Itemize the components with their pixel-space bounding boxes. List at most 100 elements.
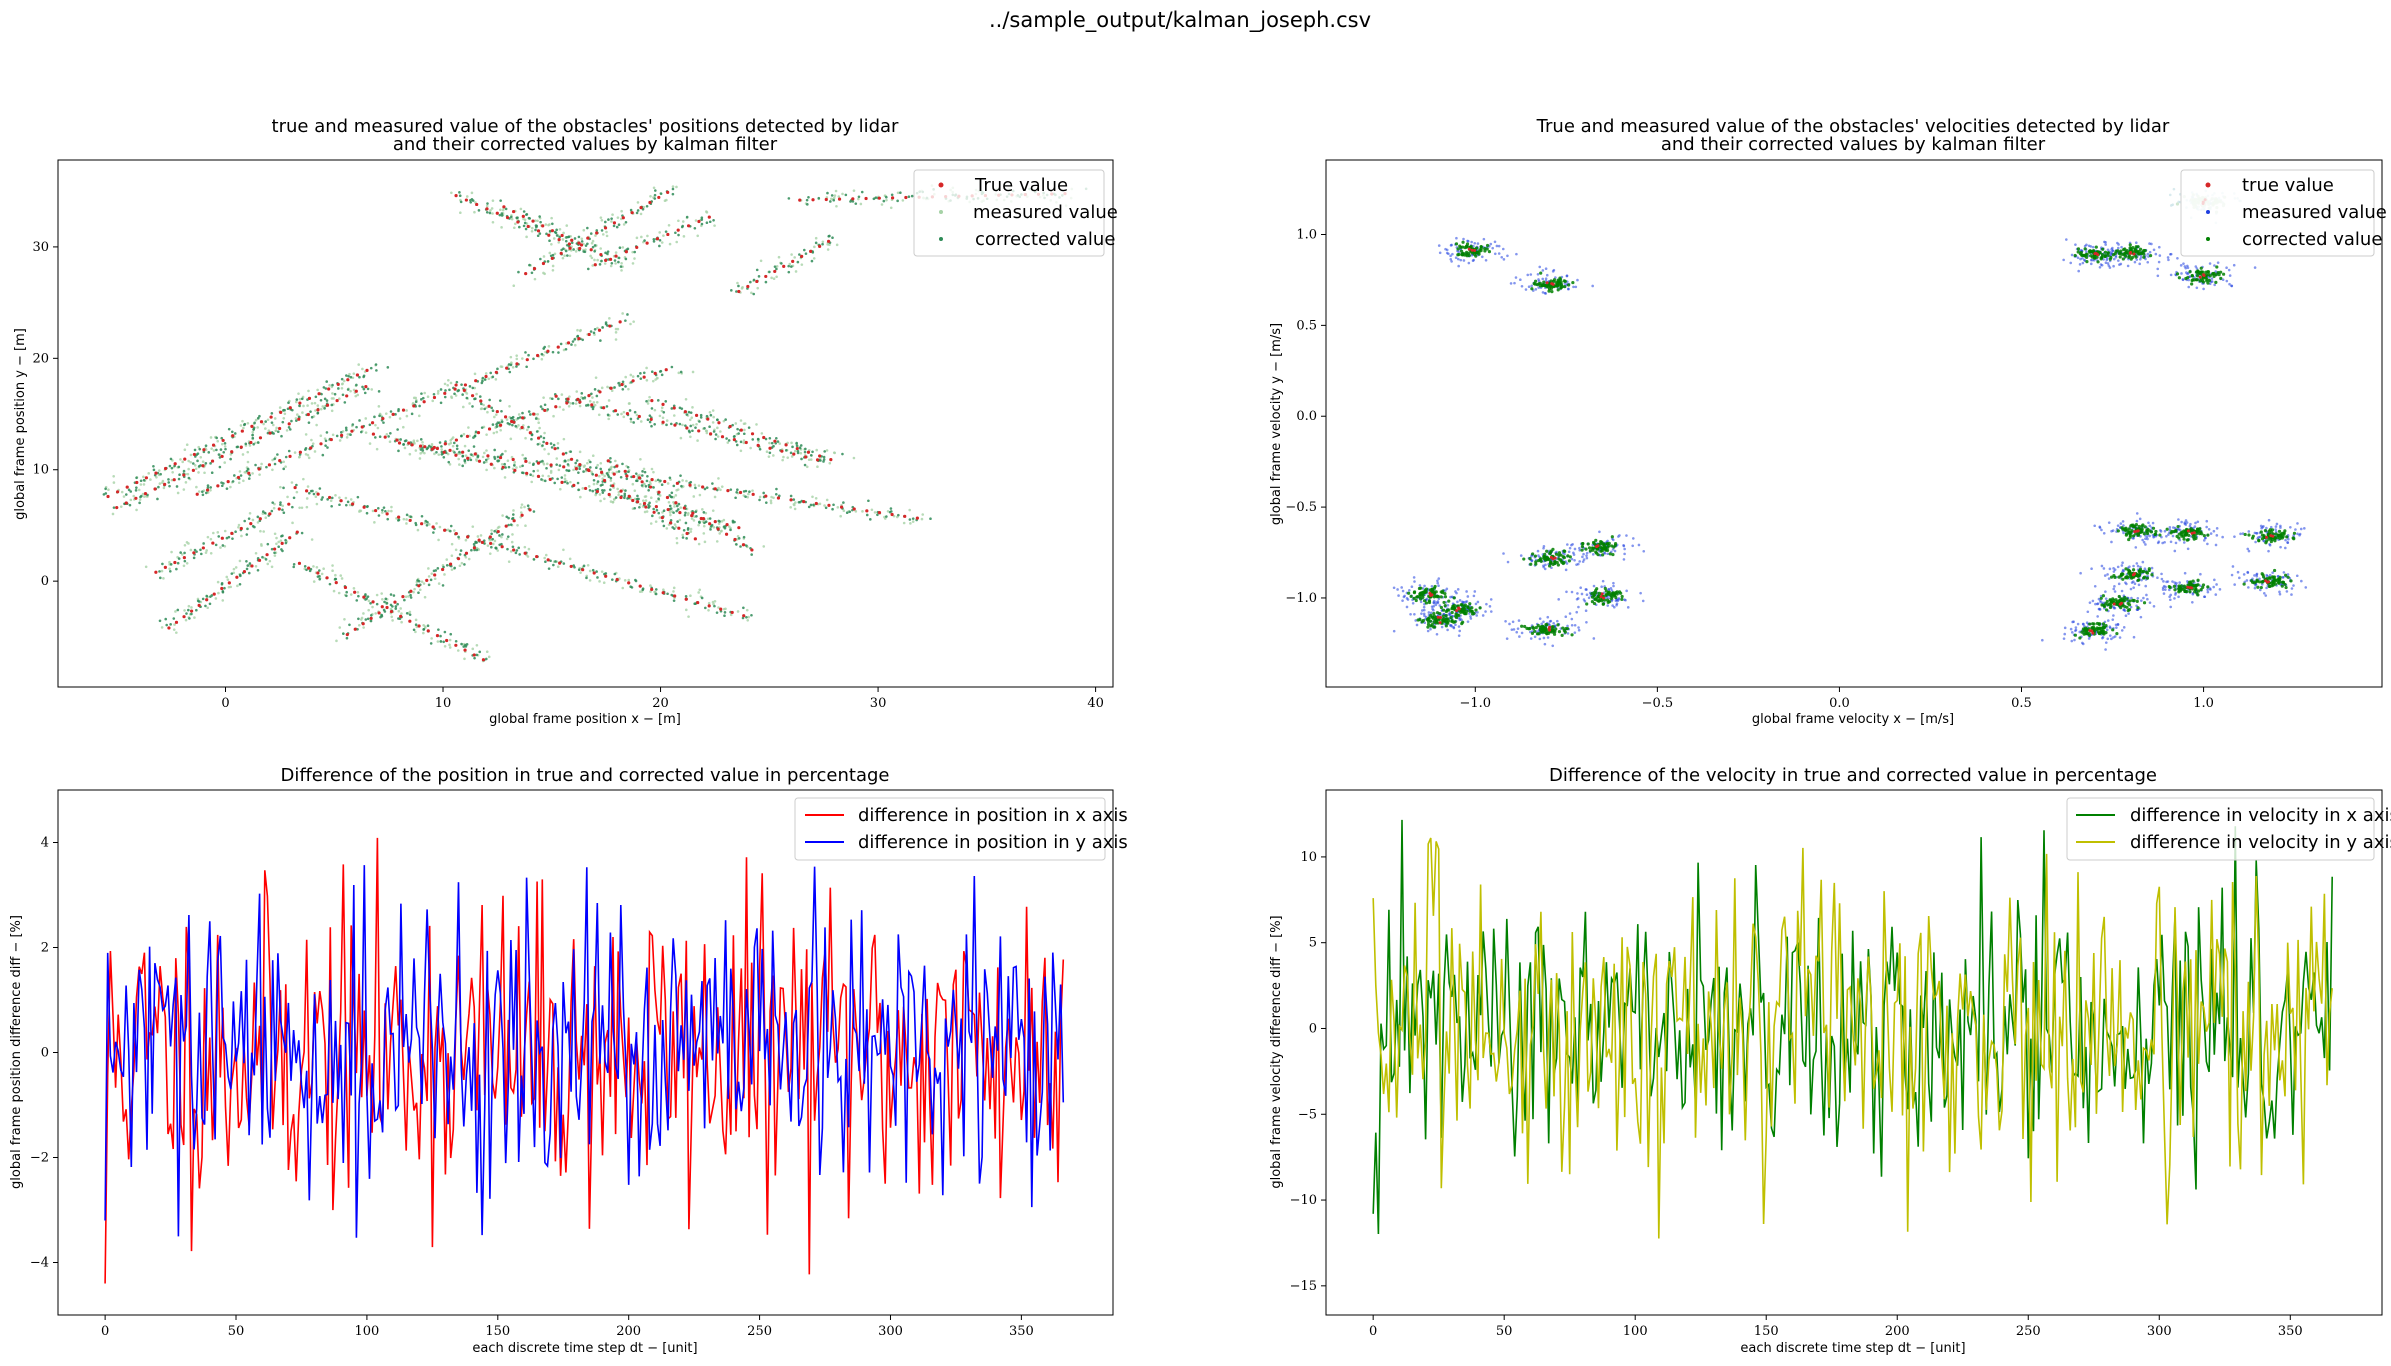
measured-point	[468, 456, 472, 460]
measured-point	[1566, 624, 1569, 628]
corrected-point	[542, 436, 546, 440]
measured-point	[2144, 584, 2148, 588]
true-point	[546, 558, 550, 562]
true-point	[599, 252, 603, 257]
corrected-point	[826, 191, 829, 195]
measured-point	[648, 395, 651, 399]
true-point	[432, 395, 437, 400]
corrected-point	[495, 547, 498, 550]
corrected-point	[584, 244, 588, 247]
true-point	[463, 383, 468, 387]
corrected-point	[177, 465, 181, 469]
true-point	[134, 496, 138, 500]
corrected-point	[567, 235, 571, 238]
corrected-point	[195, 453, 198, 457]
corrected-point	[357, 594, 360, 598]
true-point	[572, 483, 576, 488]
corrected-point	[569, 450, 573, 453]
corrected-point	[727, 439, 731, 442]
measured-point	[226, 578, 230, 581]
corrected-point	[503, 462, 506, 466]
measured-point	[629, 420, 633, 424]
corrected-point	[545, 232, 548, 236]
true-point	[239, 526, 243, 531]
true-point	[135, 480, 139, 485]
true-point	[466, 456, 470, 460]
true-point	[762, 435, 766, 440]
corrected-point	[659, 479, 662, 483]
measured-point	[2119, 262, 2123, 266]
measured-point	[501, 208, 505, 212]
corrected-point	[318, 487, 322, 490]
measured-point	[430, 442, 434, 446]
true-point	[521, 416, 525, 420]
corrected-point	[550, 446, 554, 449]
true-point	[399, 614, 403, 618]
measured-point	[1449, 595, 1452, 599]
corrected-point	[357, 617, 360, 621]
measured-point	[568, 254, 572, 258]
corrected-point	[394, 605, 398, 608]
corrected-point	[500, 214, 504, 217]
measured-point	[2206, 590, 2210, 594]
measured-point	[1541, 269, 1545, 272]
measured-point	[2101, 635, 2105, 639]
measured-point	[352, 388, 356, 392]
corrected-point	[292, 562, 296, 566]
corrected-point	[455, 447, 459, 451]
measured-point	[620, 209, 623, 213]
corrected-point	[623, 494, 627, 498]
true-point	[380, 605, 384, 609]
corrected-point	[689, 411, 693, 414]
corrected-point	[593, 249, 596, 253]
corrected-point	[571, 402, 575, 405]
true-point	[295, 530, 299, 534]
measured-point	[332, 589, 336, 593]
measured-point	[2062, 258, 2065, 262]
true-point	[472, 546, 477, 550]
measured-point	[549, 471, 553, 474]
measured-point	[240, 534, 243, 538]
true-point	[528, 508, 532, 512]
true-point	[374, 508, 378, 513]
measured-point	[465, 392, 469, 395]
position-scatter-title-line2: and their corrected values by kalman fil…	[393, 134, 778, 155]
measured-point	[558, 487, 562, 491]
corrected-point	[684, 424, 687, 427]
measured-point	[2136, 596, 2140, 600]
true-point	[890, 196, 895, 200]
measured-point	[2169, 593, 2173, 597]
corrected-point	[1465, 245, 1469, 249]
measured-point	[665, 198, 668, 202]
corrected-point	[716, 418, 719, 421]
measured-point	[792, 503, 796, 506]
corrected-point	[490, 406, 493, 410]
measured-point	[2258, 535, 2262, 539]
corrected-point	[175, 567, 178, 571]
corrected-point	[624, 319, 627, 322]
measured-point	[1467, 261, 1471, 265]
true-point	[724, 532, 729, 536]
corrected-point	[708, 425, 711, 429]
corrected-point	[389, 431, 392, 435]
true-point	[814, 501, 818, 506]
measured-point	[751, 489, 754, 492]
measured-point	[436, 640, 440, 643]
corrected-point	[392, 594, 396, 597]
true-point	[637, 414, 641, 419]
corrected-point	[888, 510, 892, 514]
measured-point	[525, 235, 528, 239]
corrected-point	[554, 560, 557, 563]
measured-point	[2290, 587, 2294, 590]
corrected-point	[1461, 252, 1465, 256]
measured-point	[1484, 258, 1488, 262]
measured-point	[2216, 261, 2220, 264]
true-point	[818, 244, 822, 248]
measured-point	[187, 467, 190, 471]
measured-point	[1566, 543, 1569, 546]
measured-point	[2215, 583, 2218, 586]
corrected-point	[170, 466, 174, 470]
corrected-point	[349, 375, 353, 379]
corrected-point	[322, 386, 326, 389]
corrected-point	[586, 226, 589, 230]
